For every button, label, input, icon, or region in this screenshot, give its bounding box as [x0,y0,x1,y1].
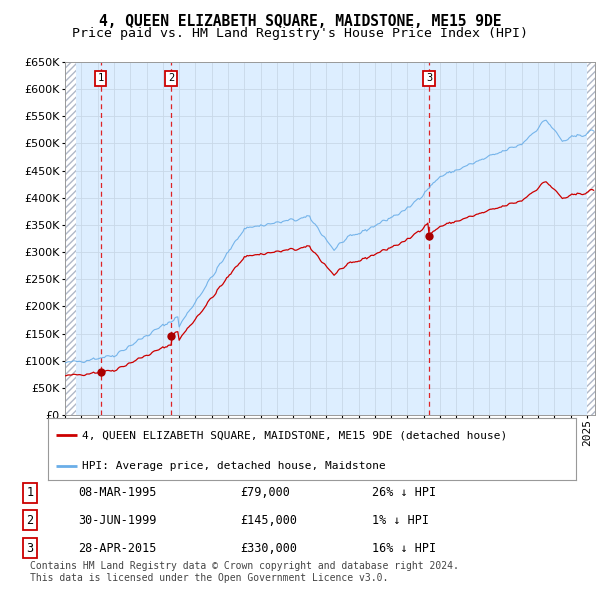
Text: 4, QUEEN ELIZABETH SQUARE, MAIDSTONE, ME15 9DE (detached house): 4, QUEEN ELIZABETH SQUARE, MAIDSTONE, ME… [82,430,508,440]
Bar [65,62,76,415]
Text: Contains HM Land Registry data © Crown copyright and database right 2024.
This d: Contains HM Land Registry data © Crown c… [30,561,459,583]
Text: 30-JUN-1999: 30-JUN-1999 [78,513,157,526]
Text: HPI: Average price, detached house, Maidstone: HPI: Average price, detached house, Maid… [82,461,386,471]
Bar [587,62,596,415]
Text: Price paid vs. HM Land Registry's House Price Index (HPI): Price paid vs. HM Land Registry's House … [72,27,528,40]
Text: 16% ↓ HPI: 16% ↓ HPI [372,542,436,555]
Text: 2: 2 [26,513,34,526]
Text: £79,000: £79,000 [240,487,290,500]
Text: 1: 1 [97,73,104,83]
Text: 4, QUEEN ELIZABETH SQUARE, MAIDSTONE, ME15 9DE: 4, QUEEN ELIZABETH SQUARE, MAIDSTONE, ME… [99,14,501,28]
Text: 26% ↓ HPI: 26% ↓ HPI [372,487,436,500]
Text: £330,000: £330,000 [240,542,297,555]
Text: 1: 1 [26,487,34,500]
Text: 3: 3 [426,73,432,83]
Text: 1% ↓ HPI: 1% ↓ HPI [372,513,429,526]
Text: 3: 3 [26,542,34,555]
Text: 28-APR-2015: 28-APR-2015 [78,542,157,555]
Text: £145,000: £145,000 [240,513,297,526]
Text: 2: 2 [168,73,174,83]
Text: 08-MAR-1995: 08-MAR-1995 [78,487,157,500]
